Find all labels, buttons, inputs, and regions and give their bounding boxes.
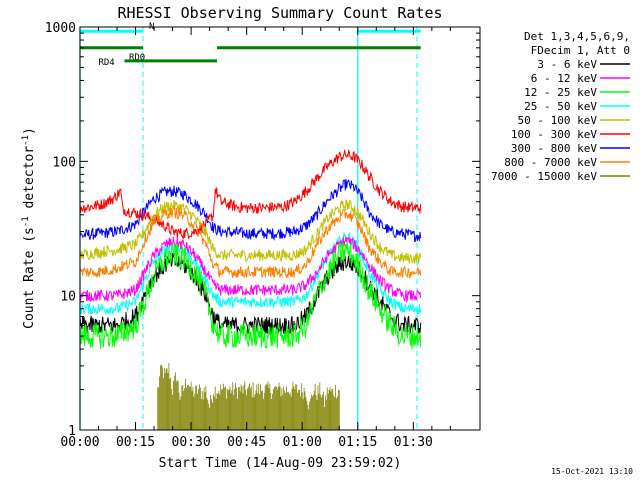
series-7000-15000-kev <box>157 362 340 430</box>
series-line <box>80 231 422 316</box>
y-axis: 1 10 100 1000 <box>45 21 480 439</box>
x-tick-label: 00:15 <box>116 435 155 450</box>
chart-title: RHESSI Observing Summary Count Rates <box>117 4 442 22</box>
x-tick-label: 01:30 <box>394 435 433 450</box>
legend-header: Det 1,3,4,5,6,9, <box>524 30 630 43</box>
series-line <box>80 241 422 349</box>
series-line <box>80 199 422 264</box>
flag-label-rd4: RD4 <box>98 58 114 68</box>
y-tick-label: 10 <box>60 290 76 305</box>
series-line <box>80 149 422 240</box>
x-tick-label: 01:00 <box>283 435 322 450</box>
series-6-12-kev <box>80 236 422 304</box>
x-tick-label: 01:15 <box>338 435 377 450</box>
x-tick-label: 00:00 <box>60 435 99 450</box>
series-line <box>80 236 422 304</box>
legend-entry-label: 50 - 100 keV <box>518 114 598 127</box>
legend-entry-label: 300 - 800 keV <box>511 142 597 155</box>
series-800-7000-kev <box>80 205 422 280</box>
legend-entry-label: 7000 - 15000 keV <box>491 170 597 183</box>
legend-entry-label: 800 - 7000 keV <box>504 156 597 169</box>
legend-entry-label: 3 - 6 keV <box>537 58 597 71</box>
day-night-boundaries <box>79 27 418 430</box>
series-line <box>80 205 422 280</box>
legend-entry-label: 6 - 12 keV <box>531 72 598 85</box>
legend-entry-label: 12 - 25 keV <box>524 86 597 99</box>
legend-header: FDecim 1, Att 0 <box>531 44 630 57</box>
y-tick-label: 1000 <box>45 21 76 36</box>
series-line <box>80 178 422 243</box>
series-100-300-kev <box>80 149 422 240</box>
x-axis: 00:00 00:15 00:30 00:45 01:00 01:15 01:30 <box>60 27 451 450</box>
series-25-50-kev <box>80 231 422 316</box>
footer-timestamp: 15-Oct-2021 13:10 <box>551 467 633 476</box>
series-layer <box>80 149 422 430</box>
x-tick-label: 00:45 <box>227 435 266 450</box>
legend: Det 1,3,4,5,6,9,FDecim 1, Att 03 - 6 keV… <box>491 30 630 183</box>
y-axis-label: Count Rate (s-1 detector-1) <box>21 127 37 329</box>
legend-entry-label: 100 - 300 keV <box>511 128 597 141</box>
flag-label-rd0: RD0 <box>129 53 145 63</box>
x-axis-label: Start Time (14-Aug-09 23:59:02) <box>159 456 402 471</box>
series-300-800-kev <box>80 178 422 243</box>
series-12-25-kev <box>80 241 422 349</box>
legend-entry-label: 25 - 50 keV <box>524 100 597 113</box>
x-tick-label: 00:30 <box>172 435 211 450</box>
y-tick-label: 1 <box>68 424 76 439</box>
y-tick-label: 100 <box>53 155 76 170</box>
plot-frame <box>79 26 481 431</box>
series-50-100-kev <box>80 199 422 264</box>
